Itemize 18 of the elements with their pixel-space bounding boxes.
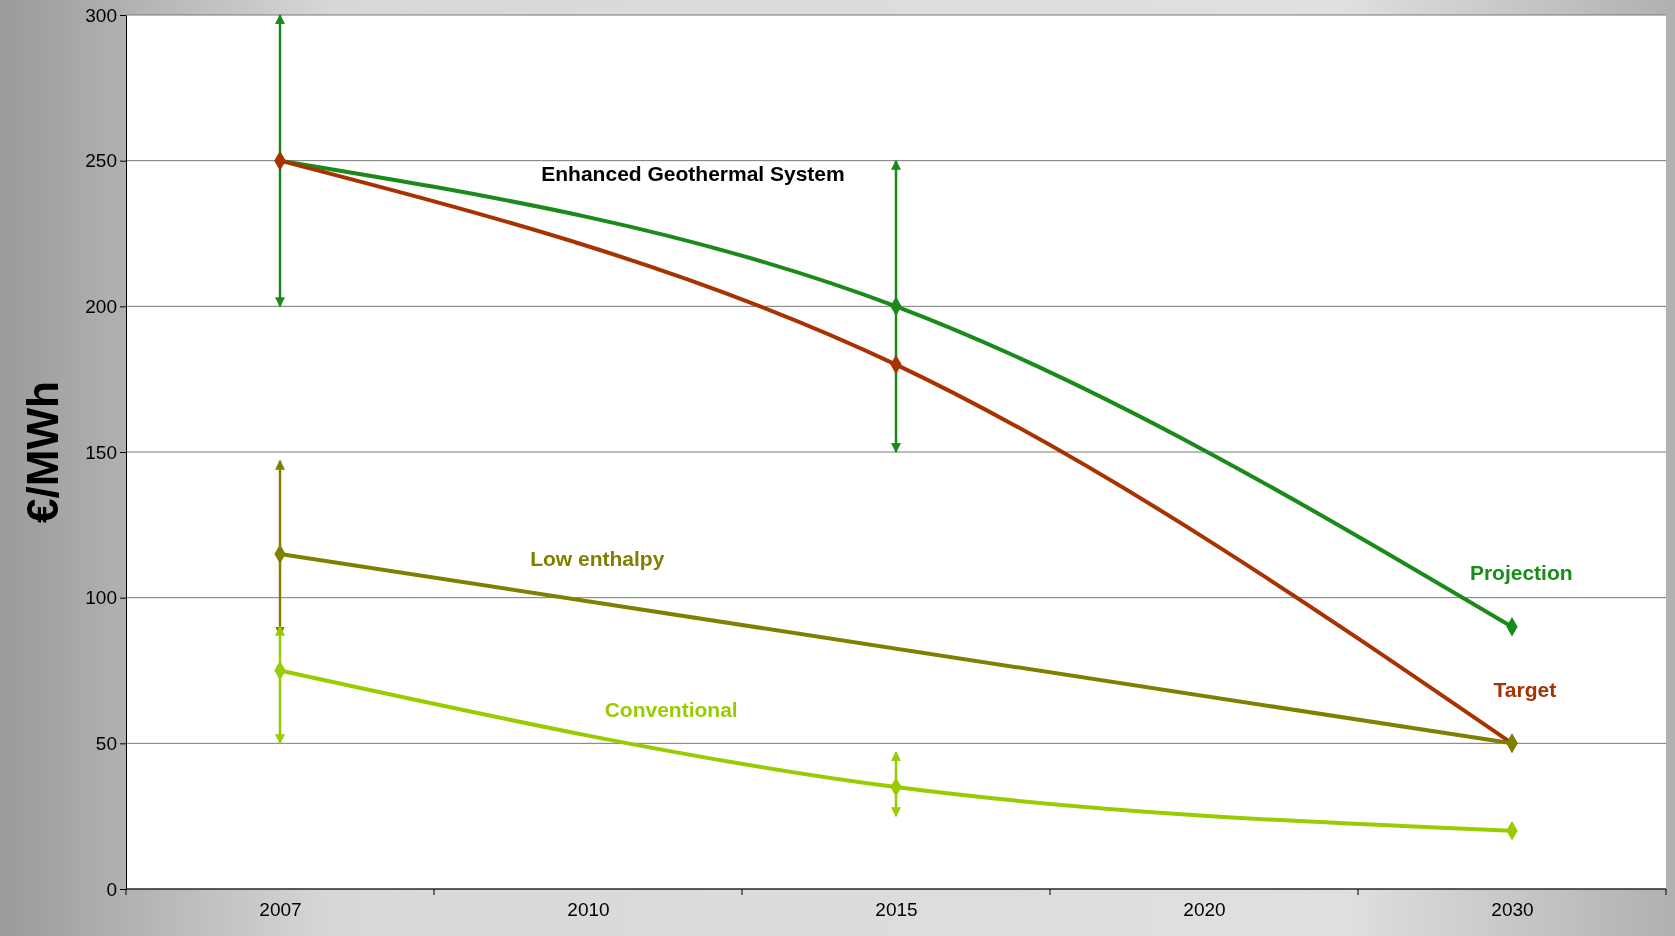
y-tick-label: 150 <box>85 441 117 463</box>
y-tick-label: 300 <box>85 4 117 26</box>
x-tick-label: 2007 <box>259 899 302 921</box>
series-label: Conventional <box>604 698 738 722</box>
series-label: Low enthalpy <box>530 546 665 570</box>
x-tick-label: 2030 <box>1491 899 1534 921</box>
x-tick-label: 2015 <box>875 899 918 921</box>
y-axis-title: €/MWh <box>18 381 67 523</box>
series-label: Projection <box>1469 561 1573 585</box>
x-tick-label: 2010 <box>567 899 610 921</box>
series-label: Target <box>1493 677 1557 701</box>
x-tick-label: 2020 <box>1183 899 1226 921</box>
y-tick-label: 50 <box>95 732 117 754</box>
annotation: Enhanced Geothermal System <box>541 162 845 186</box>
y-tick-label: 0 <box>106 878 117 900</box>
y-tick-label: 200 <box>85 295 117 317</box>
y-tick-label: 250 <box>85 150 117 172</box>
y-tick-label: 100 <box>85 587 117 609</box>
